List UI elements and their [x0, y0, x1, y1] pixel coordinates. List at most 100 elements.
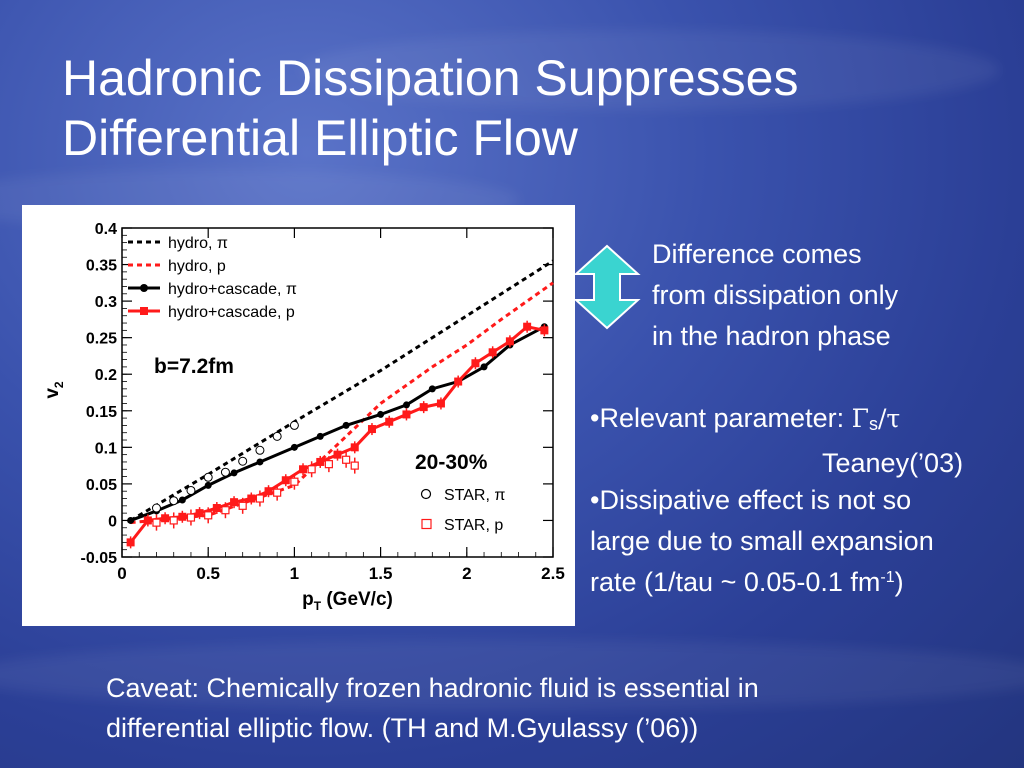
chart-panel: -0.05 0 0.05 0.1 0.15 0.2 0.25 0.3 0.35 0.4 0 0.5 1 1… — [22, 205, 575, 626]
dissipative-line-2: large due to small expansion — [590, 526, 934, 556]
star-proton-point — [169, 516, 178, 525]
point-marker — [256, 458, 264, 466]
y-axis-label: v2 — [42, 381, 66, 399]
point-marker — [377, 410, 385, 418]
title-line-1: Hadronic Dissipation Suppresses — [62, 50, 799, 106]
y-tick-label: -0.05 — [81, 550, 118, 567]
y-tick-label: 0.1 — [95, 440, 117, 457]
star-proton-point — [255, 494, 265, 503]
double-arrow-icon — [573, 244, 641, 330]
x-tick-label: 2 — [462, 564, 471, 583]
point-marker — [264, 487, 273, 496]
legend-label: STAR, π — [444, 487, 505, 504]
star-pion-point — [220, 467, 230, 477]
point-marker — [316, 457, 325, 466]
legend-label: hydro, p — [168, 258, 226, 275]
dissipative-line-3-b: ) — [894, 567, 904, 597]
point-marker — [281, 476, 290, 485]
point-marker — [402, 410, 411, 419]
star-pion-point — [289, 420, 299, 430]
point-marker — [342, 421, 350, 429]
difference-line-1: Difference comes — [652, 239, 862, 269]
x-tick-label: 1.5 — [369, 564, 393, 583]
slide-title: Hadronic Dissipation Suppresses Differen… — [62, 48, 962, 168]
star-pion-point — [169, 496, 179, 506]
point-marker — [126, 538, 135, 547]
impact-parameter-label: b=7.2fm — [154, 355, 234, 378]
point-marker — [419, 403, 428, 412]
star-proton-point — [204, 511, 213, 520]
legend-label: hydro+cascade, π — [168, 281, 297, 298]
star-pion-point — [238, 456, 248, 466]
dissipative-line-3-sup: -1 — [880, 569, 895, 586]
star-proton-point — [221, 506, 230, 515]
legend-marker — [140, 307, 148, 315]
x-tick-label: 2.5 — [541, 564, 565, 583]
teaney-reference: Teaney(’03) — [822, 448, 964, 478]
y-tick-label: 0.3 — [95, 294, 117, 311]
y-tick-label: 0 — [108, 513, 117, 530]
point-marker — [367, 425, 376, 434]
gamma-subscript: s — [868, 414, 878, 434]
point-marker — [436, 399, 445, 408]
relevant-parameter: •Relevant parameter: Γs/τ — [590, 398, 900, 444]
dissipative-line-1: •Dissipative effect is not so — [590, 485, 912, 515]
star-proton-point — [290, 477, 299, 486]
star-pion-point — [255, 445, 265, 455]
star-proton-point — [186, 513, 196, 522]
gamma-symbol: Γ — [851, 404, 869, 433]
caveat-line-2: differential elliptic flow. (TH and M.Gy… — [106, 713, 699, 743]
star-proton-point — [324, 460, 333, 469]
point-marker — [316, 432, 324, 440]
x-tick-label: 1 — [290, 564, 299, 583]
relevant-prefix: •Relevant parameter: — [590, 403, 852, 433]
legend-label: hydro, π — [168, 235, 228, 252]
point-marker — [178, 512, 187, 521]
star-pion-point — [186, 485, 196, 495]
point-marker — [480, 363, 488, 371]
star-proton-point — [307, 465, 316, 474]
y-tick-label: 0.15 — [86, 404, 117, 421]
point-marker — [299, 465, 308, 474]
title-line-2: Differential Elliptic Flow — [62, 110, 578, 166]
difference-line-3: in the hadron phase — [652, 321, 891, 351]
point-marker — [143, 516, 152, 525]
star-pion-point — [203, 472, 213, 482]
y-tick-label: 0.25 — [86, 331, 117, 348]
point-marker — [540, 326, 549, 335]
legend-label: STAR, p — [444, 517, 503, 534]
star-pion-point — [272, 431, 282, 441]
dissipative-line-3-a: rate (1/tau ~ 0.05-0.1 fm — [590, 567, 881, 597]
star-proton-point — [273, 488, 282, 497]
point-marker — [161, 514, 170, 523]
y-tick-label: 0.4 — [95, 221, 117, 238]
star-proton-point — [238, 501, 247, 510]
y-tick-label: 0.05 — [86, 477, 117, 494]
x-axis-label: pT (GeV/c) — [302, 589, 393, 613]
point-marker — [523, 322, 532, 331]
point-marker — [247, 494, 256, 503]
series-line-2 — [130, 325, 546, 522]
point-marker — [488, 348, 497, 357]
star-proton-point — [350, 461, 359, 470]
point-marker — [212, 504, 221, 513]
plot-frame — [121, 227, 554, 558]
point-marker — [290, 443, 298, 451]
point-marker — [230, 498, 239, 507]
dissipative-line-3: rate (1/tau ~ 0.05-0.1 fm-1) — [590, 562, 904, 602]
point-marker — [428, 385, 436, 393]
star-proton-point — [342, 455, 351, 464]
centrality-label: 20-30% — [415, 451, 488, 474]
point-marker — [385, 417, 394, 426]
series-line-0 — [129, 259, 554, 522]
tau-symbol: /τ — [877, 404, 901, 433]
legend-marker — [140, 284, 148, 292]
point-marker — [333, 450, 342, 459]
legend-label: hydro+cascade, p — [168, 304, 295, 321]
legend-marker — [421, 518, 432, 530]
caveat-line-1: Caveat: Chemically frozen hadronic fluid… — [106, 673, 759, 703]
point-marker — [204, 481, 212, 489]
point-marker — [471, 359, 480, 368]
star-proton-point — [152, 518, 161, 527]
